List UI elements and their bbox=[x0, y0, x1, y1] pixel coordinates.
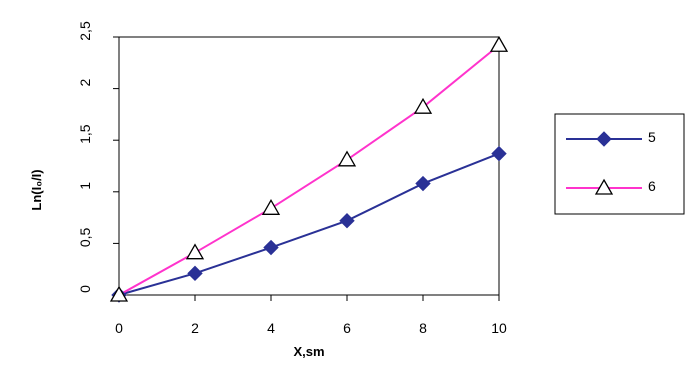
x-tick-label: 8 bbox=[419, 320, 427, 336]
series-6-line bbox=[118, 44, 500, 296]
series-5-point bbox=[339, 212, 355, 229]
x-axis-ticks: 0 2 4 6 8 10 bbox=[115, 295, 507, 336]
series-6-point bbox=[413, 97, 433, 114]
series-6-point bbox=[489, 35, 509, 52]
x-axis-title: X,sm bbox=[293, 344, 324, 359]
legend-box bbox=[554, 113, 685, 215]
x-tick-label: 0 bbox=[115, 320, 123, 336]
series-5-point bbox=[187, 265, 203, 282]
x-tick-label: 10 bbox=[491, 320, 507, 336]
x-tick-label: 6 bbox=[343, 320, 351, 336]
y-tick-label: 0 bbox=[77, 285, 93, 293]
series-5-point bbox=[491, 145, 507, 162]
y-tick-label: 1 bbox=[77, 182, 93, 190]
legend-label-5: 5 bbox=[648, 129, 656, 145]
x-tick-label: 4 bbox=[267, 320, 275, 336]
legend-items: 56 bbox=[566, 129, 656, 195]
legend: 56 bbox=[554, 113, 685, 215]
series-6-point bbox=[337, 150, 357, 167]
series-6-point bbox=[109, 285, 129, 302]
y-axis-title: Ln(I₀/I) bbox=[29, 169, 44, 210]
y-tick-label: 2 bbox=[77, 78, 93, 86]
series-6-point bbox=[185, 243, 205, 260]
series-6-point bbox=[261, 199, 281, 215]
y-tick-label: 2,5 bbox=[77, 21, 93, 41]
series-layer bbox=[109, 35, 509, 303]
plot-area bbox=[118, 36, 500, 296]
y-tick-label: 1,5 bbox=[77, 124, 93, 144]
y-tick-label: 0,5 bbox=[77, 227, 93, 247]
legend-label-6: 6 bbox=[648, 178, 656, 194]
series-5-point bbox=[263, 239, 279, 256]
legend-marker-5 bbox=[596, 131, 612, 147]
x-tick-label: 2 bbox=[191, 320, 199, 336]
y-axis-ticks: 0 0,5 1 1,5 2 2,5 bbox=[77, 21, 119, 296]
series-5-line bbox=[118, 152, 500, 296]
legend-marker-6 bbox=[594, 178, 614, 195]
series-5-point bbox=[415, 175, 431, 192]
